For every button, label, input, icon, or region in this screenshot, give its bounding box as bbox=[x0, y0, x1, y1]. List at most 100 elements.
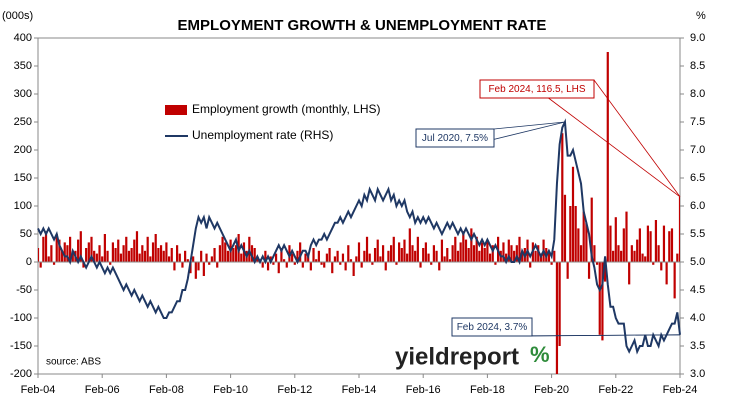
bar bbox=[90, 236, 93, 262]
bar bbox=[483, 248, 486, 262]
x-tick-label: Feb-04 bbox=[21, 384, 56, 396]
bar bbox=[352, 262, 355, 276]
annotation-layer: Feb 2024, 116.5, LHS Jul 2020, 7.5% Feb 20… bbox=[415, 79, 681, 337]
bar bbox=[510, 245, 513, 262]
bar bbox=[109, 262, 112, 265]
y-tick-label: 50 bbox=[20, 228, 32, 240]
bar bbox=[159, 245, 163, 262]
bar bbox=[293, 262, 296, 265]
bar bbox=[39, 262, 42, 268]
bar bbox=[408, 228, 411, 262]
bar bbox=[184, 250, 187, 262]
y-tick-label: 300 bbox=[14, 88, 32, 100]
bar bbox=[649, 231, 652, 262]
bar bbox=[550, 262, 553, 265]
bar bbox=[579, 245, 583, 262]
bar bbox=[213, 248, 216, 262]
bar bbox=[357, 242, 361, 262]
y2-tick-label: 7.5 bbox=[690, 116, 705, 128]
bar bbox=[379, 256, 382, 262]
bar bbox=[355, 256, 358, 262]
bar bbox=[82, 262, 85, 268]
bar bbox=[384, 262, 387, 271]
bar bbox=[638, 228, 641, 262]
bar bbox=[371, 262, 374, 265]
bar bbox=[333, 256, 337, 262]
x-tick-label: Feb-08 bbox=[149, 384, 184, 396]
y2-tick-label: 5.5 bbox=[690, 228, 705, 240]
y2-tick-label: 7.0 bbox=[690, 144, 705, 156]
bar bbox=[534, 250, 537, 262]
x-tick-label: Feb-22 bbox=[598, 384, 633, 396]
bar bbox=[178, 253, 181, 262]
bar bbox=[141, 245, 144, 262]
bar bbox=[563, 194, 567, 262]
y2-tick-label: 3.0 bbox=[690, 368, 705, 380]
annotation-box bbox=[451, 317, 533, 337]
bar bbox=[95, 253, 98, 262]
bar bbox=[127, 250, 131, 262]
bar bbox=[467, 248, 470, 262]
bar bbox=[261, 262, 264, 268]
bar bbox=[143, 250, 147, 262]
x-tick-label: Feb-06 bbox=[85, 384, 120, 396]
bar bbox=[71, 253, 74, 262]
bar bbox=[422, 248, 425, 262]
bar-layer bbox=[38, 52, 680, 374]
bar bbox=[240, 253, 243, 262]
x-tick-label: Feb-10 bbox=[213, 384, 248, 396]
bar bbox=[315, 259, 318, 262]
bar bbox=[590, 197, 593, 262]
bar bbox=[307, 256, 310, 262]
bar bbox=[87, 242, 90, 262]
y2-tick-label: 5.0 bbox=[690, 256, 705, 268]
bar bbox=[151, 242, 155, 262]
y2-tick-label: 3.5 bbox=[690, 340, 705, 352]
bar bbox=[194, 262, 197, 279]
bar bbox=[448, 259, 452, 262]
bar bbox=[641, 253, 644, 262]
bar bbox=[381, 245, 385, 262]
legend-swatch bbox=[165, 105, 187, 115]
y2-tick-label: 8.5 bbox=[690, 60, 705, 72]
bar bbox=[291, 253, 294, 262]
y-tick-label: 350 bbox=[14, 60, 32, 72]
y-tick-label: 150 bbox=[14, 172, 32, 184]
bar bbox=[85, 248, 88, 262]
bar bbox=[566, 262, 569, 279]
bar bbox=[138, 253, 141, 262]
bar bbox=[181, 262, 184, 268]
bar bbox=[77, 239, 80, 262]
bar bbox=[622, 228, 625, 262]
callout-line bbox=[493, 121, 566, 130]
bar bbox=[63, 242, 66, 262]
bar bbox=[146, 236, 149, 262]
x-tick-label: Feb-16 bbox=[406, 384, 441, 396]
bar bbox=[130, 248, 133, 262]
bar bbox=[376, 239, 379, 262]
bar bbox=[419, 262, 422, 268]
bar bbox=[197, 262, 200, 271]
bar bbox=[339, 262, 342, 265]
y-tick-label: -150 bbox=[10, 340, 32, 352]
bar bbox=[331, 262, 334, 274]
bar bbox=[668, 231, 671, 262]
bar bbox=[111, 242, 114, 262]
bar bbox=[106, 250, 109, 262]
y-tick-label: 250 bbox=[14, 116, 32, 128]
bar bbox=[176, 245, 179, 262]
bar bbox=[98, 245, 101, 262]
bar bbox=[464, 239, 468, 262]
bar bbox=[515, 245, 518, 262]
bar bbox=[574, 206, 577, 262]
bar bbox=[285, 262, 288, 268]
bar bbox=[521, 253, 524, 262]
bar bbox=[507, 239, 510, 262]
bar bbox=[456, 250, 460, 262]
bar bbox=[472, 245, 476, 262]
bar bbox=[250, 245, 254, 262]
bar bbox=[462, 231, 465, 262]
bar bbox=[218, 245, 221, 262]
bar bbox=[430, 262, 433, 265]
